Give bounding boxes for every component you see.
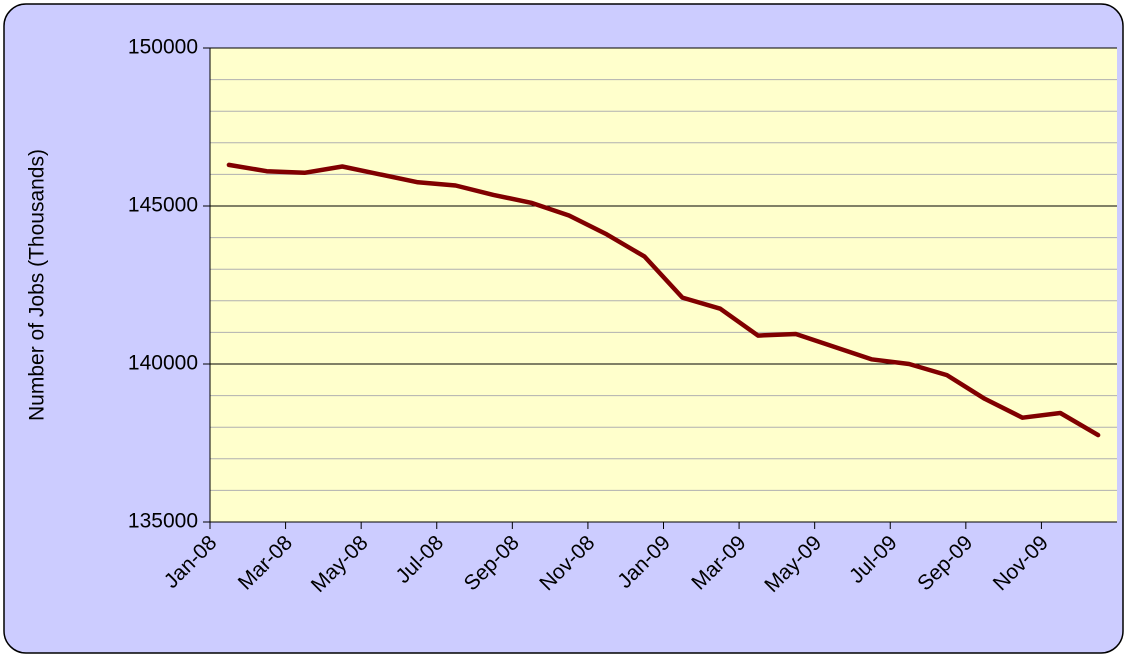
plot-area <box>210 48 1117 522</box>
y-tick-label: 135000 <box>128 510 198 533</box>
y-axis-label: Number of Jobs (Thousands) <box>26 149 49 421</box>
y-tick-label: 150000 <box>128 36 198 59</box>
data-line <box>226 162 1101 438</box>
y-tick-label: 140000 <box>128 352 198 375</box>
y-tick-label: 145000 <box>128 194 198 217</box>
